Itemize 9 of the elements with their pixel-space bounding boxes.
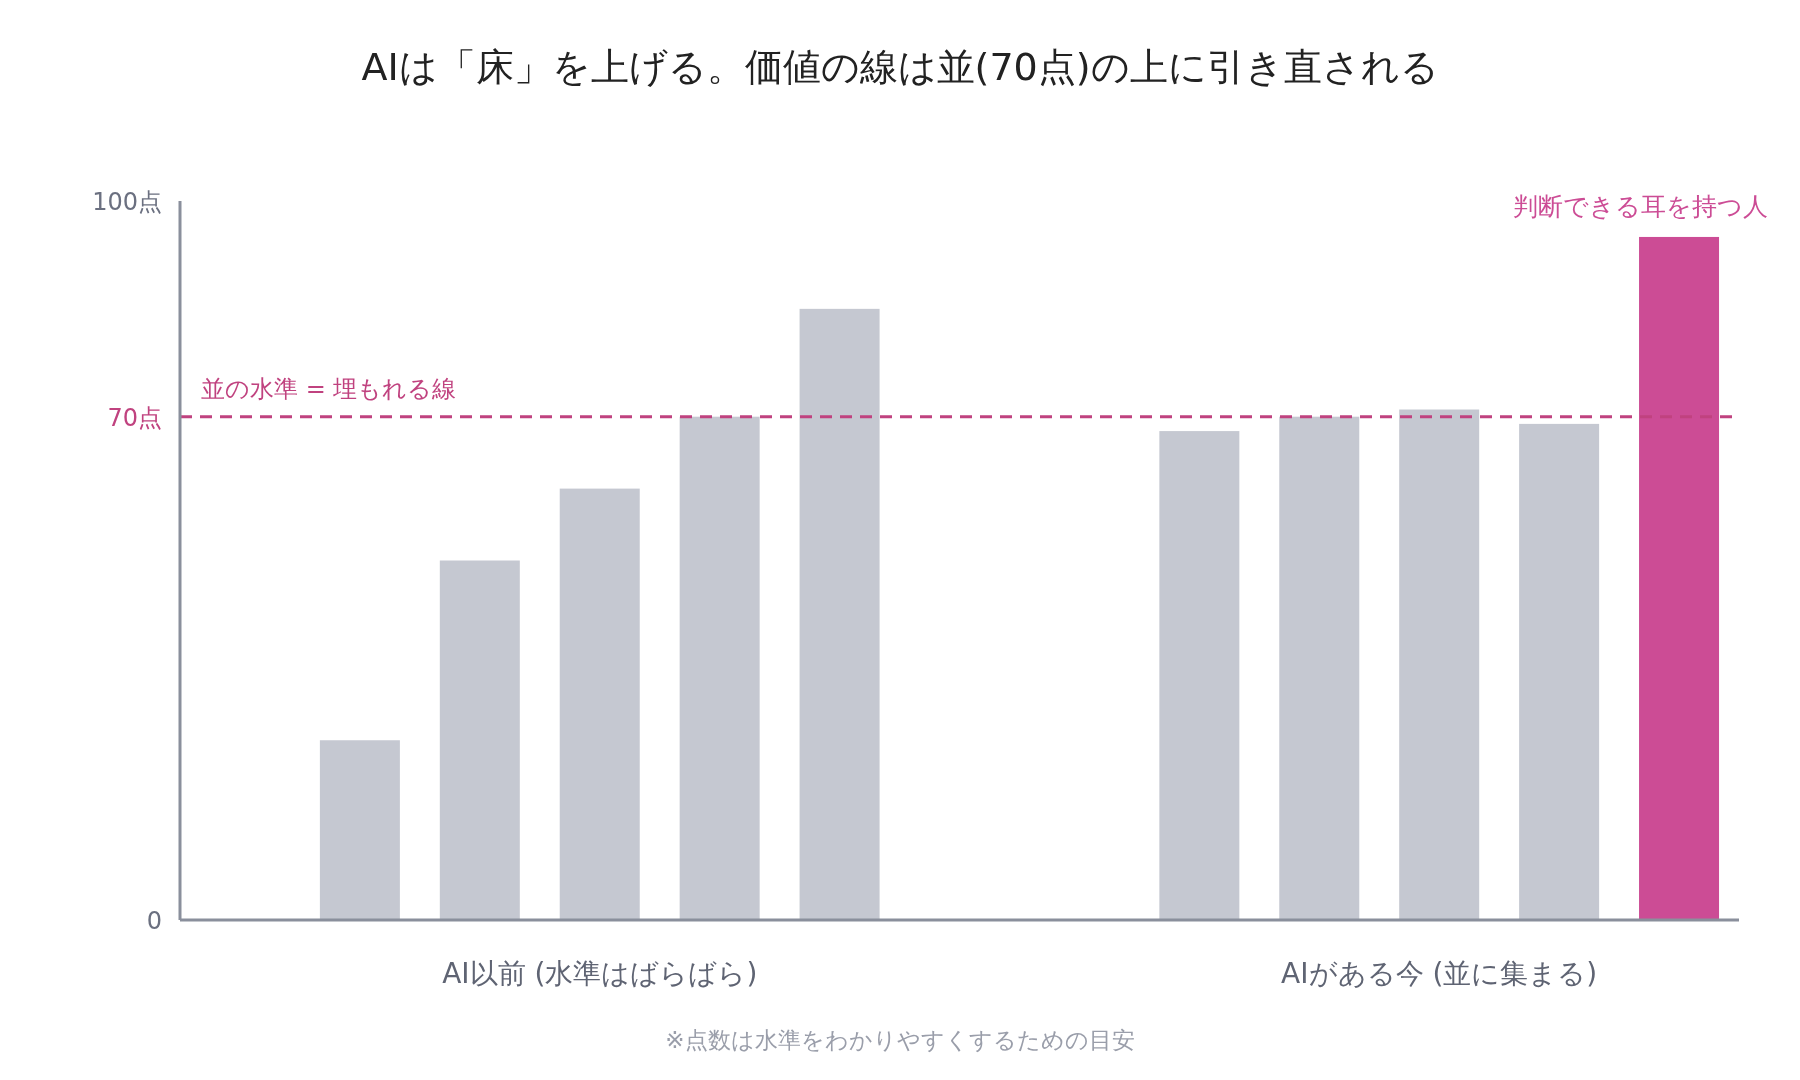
- text: ※点数は水準をわかりやすくするための目安: [665, 1027, 1135, 1053]
- text: AIがある今 (並に集まる): [1281, 957, 1598, 990]
- ref-line-label: 並の水準 = 埋もれる線: [201, 374, 457, 403]
- y-tick-label: 0: [146, 907, 162, 935]
- y-tick-label: 70点: [107, 403, 162, 432]
- text: AI以前 (水準はばらばら): [442, 957, 758, 990]
- annotation: 判断できる耳を持つ人: [1512, 191, 1768, 221]
- y-tick-label: 100点: [92, 188, 162, 216]
- chart-title: AIは「床」を上げる。価値の線は並(70点)の上に引き直される: [361, 45, 1439, 89]
